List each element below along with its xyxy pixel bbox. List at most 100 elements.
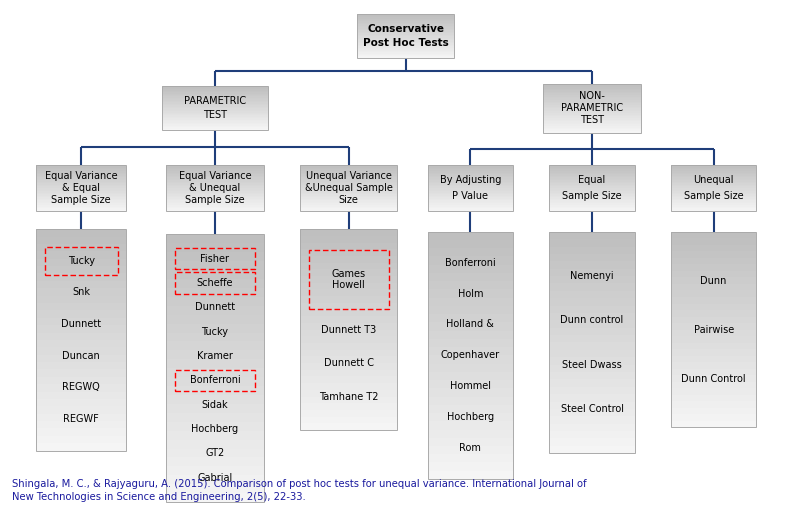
Bar: [428, 182, 513, 183]
Bar: [166, 484, 264, 493]
Bar: [300, 171, 397, 173]
Bar: [300, 363, 397, 370]
Bar: [300, 179, 397, 180]
Bar: [162, 86, 268, 88]
Bar: [428, 289, 513, 298]
Bar: [166, 188, 264, 190]
Bar: [36, 166, 126, 168]
Bar: [428, 183, 513, 185]
Text: Dunn control: Dunn control: [560, 315, 624, 325]
Bar: [428, 372, 513, 380]
Text: Gabrial: Gabrial: [197, 473, 233, 483]
Bar: [428, 180, 513, 182]
Bar: [428, 364, 513, 372]
Bar: [428, 173, 513, 174]
Bar: [543, 89, 641, 90]
Bar: [300, 194, 397, 196]
Bar: [543, 129, 641, 131]
Bar: [166, 440, 264, 449]
Bar: [162, 107, 268, 108]
Bar: [550, 372, 634, 380]
Bar: [672, 197, 756, 199]
Bar: [428, 314, 513, 322]
Text: Equal Variance: Equal Variance: [45, 171, 118, 181]
Bar: [672, 330, 756, 336]
Bar: [672, 176, 756, 177]
Text: P Value: P Value: [453, 191, 488, 201]
Bar: [428, 165, 513, 211]
Bar: [543, 123, 641, 125]
Bar: [36, 169, 126, 171]
Bar: [550, 438, 634, 446]
Bar: [166, 457, 264, 467]
Bar: [36, 369, 126, 377]
Bar: [672, 349, 756, 356]
Bar: [672, 168, 756, 169]
Text: Tucky: Tucky: [201, 327, 229, 337]
Bar: [672, 202, 756, 203]
Bar: [36, 203, 126, 205]
Bar: [550, 365, 634, 372]
Bar: [36, 311, 126, 318]
Bar: [357, 39, 454, 40]
Bar: [428, 165, 513, 166]
Bar: [36, 173, 126, 174]
Bar: [166, 449, 264, 457]
Bar: [543, 85, 641, 87]
Bar: [672, 251, 756, 258]
Bar: [166, 279, 264, 288]
Bar: [36, 179, 126, 180]
Bar: [166, 359, 264, 368]
Bar: [357, 45, 454, 46]
Bar: [357, 23, 454, 24]
Bar: [300, 182, 397, 183]
Bar: [166, 186, 264, 188]
Bar: [300, 269, 397, 276]
Bar: [300, 165, 397, 211]
Bar: [166, 173, 264, 174]
Bar: [543, 115, 641, 116]
Bar: [162, 102, 268, 104]
Bar: [550, 179, 634, 180]
Bar: [36, 414, 126, 421]
Bar: [166, 183, 264, 185]
Bar: [672, 203, 756, 205]
Bar: [162, 120, 268, 121]
Bar: [300, 243, 397, 249]
Bar: [36, 207, 126, 208]
Bar: [428, 169, 513, 171]
Bar: [162, 127, 268, 129]
Bar: [550, 431, 634, 438]
Bar: [300, 410, 397, 417]
Bar: [166, 234, 264, 502]
Bar: [300, 323, 397, 330]
Bar: [428, 462, 513, 471]
Bar: [300, 176, 397, 177]
Bar: [166, 475, 264, 484]
Bar: [428, 248, 513, 256]
Bar: [550, 328, 634, 335]
Bar: [672, 342, 756, 349]
Bar: [428, 174, 513, 176]
Bar: [300, 376, 397, 383]
Bar: [166, 333, 264, 341]
Bar: [672, 169, 756, 171]
Bar: [672, 238, 756, 245]
Bar: [36, 182, 126, 183]
Bar: [166, 194, 264, 196]
Bar: [428, 471, 513, 479]
Bar: [162, 115, 268, 117]
Bar: [36, 259, 126, 266]
Bar: [428, 200, 513, 202]
Bar: [36, 362, 126, 369]
Bar: [550, 305, 634, 313]
Bar: [175, 370, 255, 391]
Bar: [166, 165, 264, 211]
Bar: [166, 431, 264, 440]
Bar: [357, 36, 454, 38]
Bar: [428, 203, 513, 205]
Bar: [357, 20, 454, 22]
Bar: [166, 404, 264, 413]
Bar: [357, 55, 454, 57]
Bar: [162, 105, 268, 107]
